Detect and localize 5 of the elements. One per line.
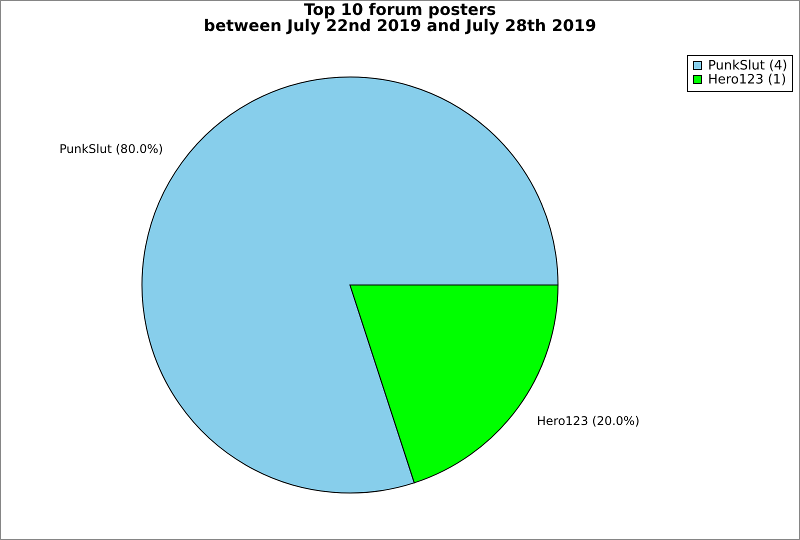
chart-title: Top 10 forum posters — [304, 0, 496, 19]
legend-label: Hero123 (1) — [708, 72, 786, 88]
data-label: Hero123 (20.0%) — [536, 414, 640, 428]
data-label: PunkSlut (80.0%) — [59, 142, 164, 156]
legend-label: PunkSlut (4) — [708, 58, 788, 74]
